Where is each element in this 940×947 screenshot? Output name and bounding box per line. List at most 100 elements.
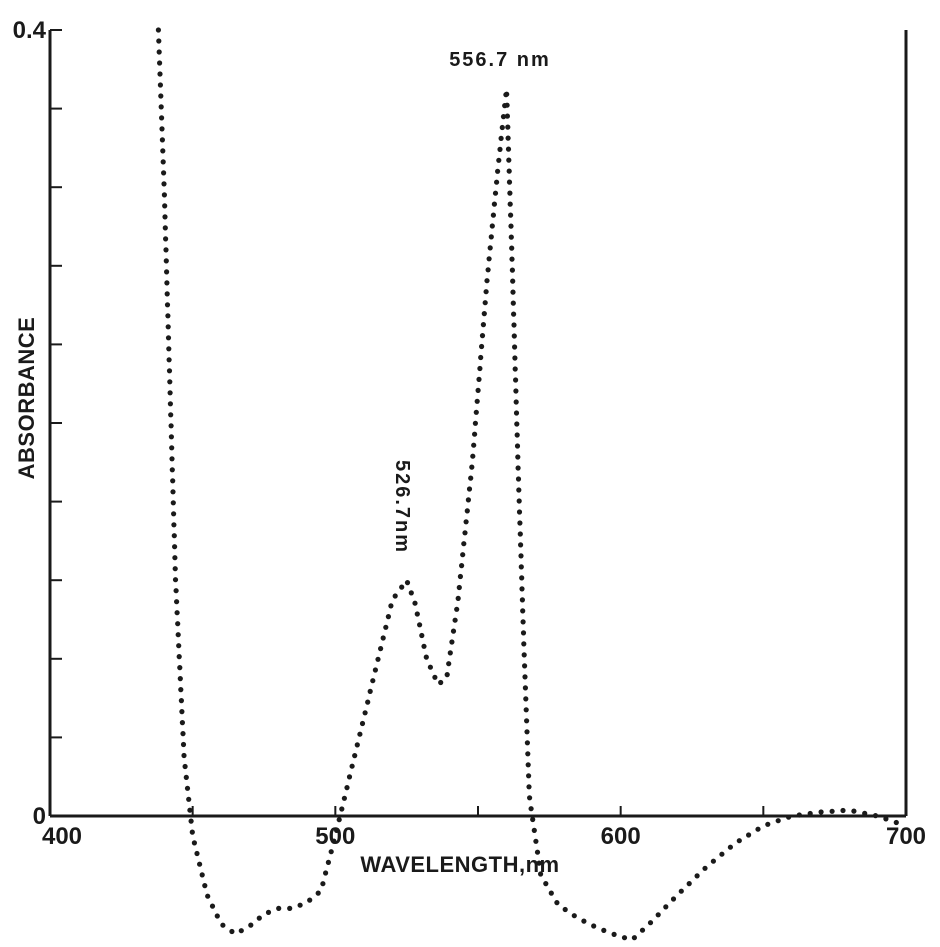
- data-point: [571, 913, 577, 919]
- data-point: [155, 27, 161, 33]
- data-point: [514, 421, 520, 427]
- data-point: [464, 508, 470, 514]
- data-point: [497, 146, 503, 152]
- data-point: [162, 203, 168, 209]
- data-point: [388, 603, 394, 609]
- data-point: [479, 333, 486, 339]
- data-point: [519, 586, 525, 592]
- data-point: [522, 674, 528, 680]
- data-point: [485, 267, 491, 273]
- data-point: [157, 60, 163, 66]
- data-point: [367, 688, 373, 695]
- data-point: [166, 346, 172, 352]
- data-point: [187, 807, 193, 813]
- data-point: [523, 696, 529, 702]
- axes: [48, 30, 908, 818]
- data-point: [516, 487, 522, 493]
- data-point: [156, 38, 162, 44]
- data-point: [352, 753, 358, 759]
- data-point: [172, 544, 178, 550]
- data-point: [456, 584, 462, 591]
- data-point: [383, 624, 389, 630]
- data-point: [513, 399, 519, 405]
- data-point: [510, 289, 516, 295]
- x-tick-label: 700: [886, 823, 926, 850]
- data-point: [404, 580, 411, 586]
- data-point: [663, 904, 669, 910]
- data-point: [686, 881, 692, 887]
- data-point: [421, 643, 427, 649]
- data-point: [533, 838, 539, 844]
- data-point: [248, 922, 254, 928]
- data-point: [449, 639, 455, 645]
- data-point: [518, 564, 524, 570]
- ticks: [49, 29, 907, 817]
- data-point: [194, 850, 200, 857]
- data-point: [515, 476, 522, 482]
- data-point: [473, 409, 479, 415]
- data-point: [521, 652, 527, 658]
- data-point: [526, 773, 532, 779]
- data-point: [775, 818, 781, 824]
- data-point: [417, 622, 423, 628]
- data-point: [490, 212, 496, 218]
- data-point: [339, 806, 345, 812]
- data-point: [486, 256, 492, 262]
- data-point: [818, 809, 824, 815]
- data-point: [160, 148, 166, 154]
- data-point: [336, 817, 342, 823]
- data-point: [512, 355, 518, 361]
- data-point: [508, 223, 514, 229]
- data-point: [524, 740, 531, 746]
- data-point: [165, 335, 172, 341]
- data-point: [511, 322, 517, 328]
- data-point: [197, 861, 203, 867]
- data-point: [172, 577, 179, 583]
- data-point: [506, 179, 513, 185]
- data-point: [186, 796, 192, 802]
- data-point: [507, 190, 513, 196]
- data-point: [469, 464, 475, 470]
- data-point: [177, 676, 183, 682]
- data-point: [173, 588, 179, 594]
- data-point: [163, 247, 169, 253]
- data-point: [520, 608, 526, 614]
- data-point: [164, 280, 170, 286]
- data-point: [169, 456, 175, 462]
- data-point: [505, 135, 511, 141]
- data-point: [157, 82, 163, 88]
- data-point: [520, 630, 527, 636]
- data-point: [499, 124, 505, 131]
- data-point: [427, 664, 433, 670]
- data-point: [525, 751, 531, 757]
- data-point: [470, 453, 476, 459]
- data-point: [521, 641, 527, 647]
- data-point: [202, 883, 208, 889]
- data-point: [476, 376, 482, 382]
- data-point: [170, 500, 176, 506]
- data-point: [331, 838, 337, 844]
- data-point: [484, 278, 490, 284]
- data-point: [478, 354, 484, 361]
- data-point: [184, 785, 191, 791]
- data-point: [444, 672, 450, 678]
- data-point: [543, 881, 549, 887]
- data-point: [454, 606, 460, 612]
- data-point: [504, 91, 510, 97]
- data-point: [169, 445, 175, 451]
- data-point: [481, 311, 487, 317]
- data-point: [893, 819, 899, 826]
- data-point: [507, 201, 513, 207]
- data-point: [719, 851, 725, 857]
- data-point: [472, 420, 478, 426]
- data-point: [159, 115, 165, 121]
- data-point: [511, 333, 517, 339]
- data-point: [159, 137, 165, 143]
- data-point: [511, 344, 518, 350]
- data-point: [505, 146, 512, 152]
- data-point: [181, 752, 187, 759]
- data-point: [523, 707, 529, 713]
- data-point: [487, 245, 493, 251]
- data-point: [639, 927, 646, 933]
- data-point: [736, 838, 742, 844]
